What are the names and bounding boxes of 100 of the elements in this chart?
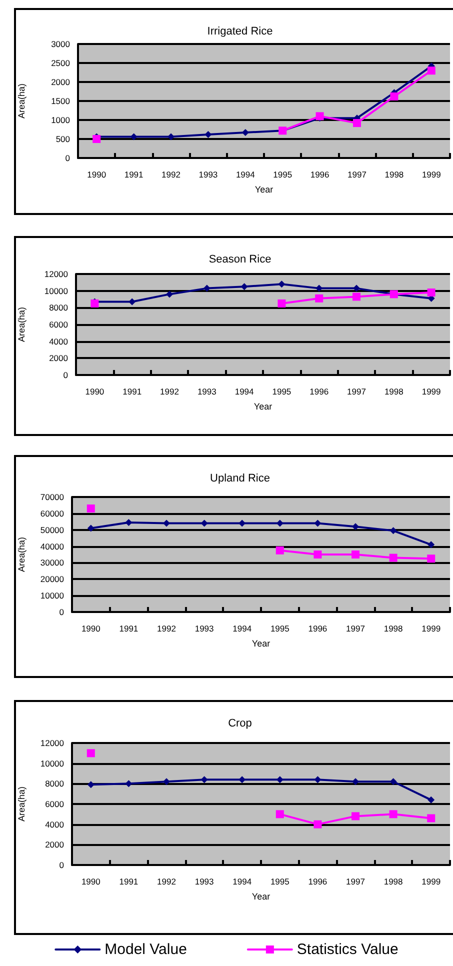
x-tick-label: 1991 (122, 386, 142, 396)
chart-title: Upland Rice (210, 472, 270, 484)
x-tick-label: 1990 (87, 170, 106, 180)
y-tick-label: 20000 (40, 574, 64, 584)
x-tick-label: 1999 (422, 386, 442, 396)
y-tick-label: 2000 (51, 77, 70, 87)
x-tick-label: 1997 (346, 624, 366, 634)
y-tick-label: 1000 (51, 115, 70, 125)
point (390, 527, 397, 534)
x-tick-label: 1997 (348, 170, 367, 180)
x-tick-label: 1999 (422, 876, 441, 886)
x-tick-label: 1990 (81, 876, 101, 886)
point (389, 810, 398, 818)
point (353, 119, 361, 128)
y-axis-title: Area(ha) (16, 83, 26, 119)
x-tick-label: 1998 (384, 386, 404, 396)
x-tick-label: 1990 (81, 624, 101, 634)
point (200, 776, 208, 784)
chart-title: Season Rice (208, 254, 272, 266)
point (353, 284, 360, 292)
point (204, 130, 212, 138)
x-tick-label: 1991 (119, 624, 138, 634)
y-tick-label: 6000 (45, 799, 64, 809)
y-tick-label: 2000 (49, 353, 68, 364)
point (315, 294, 324, 302)
point (92, 135, 101, 143)
point (86, 504, 95, 512)
x-tick-label: 1990 (85, 386, 104, 396)
x-tick-label: 1995 (270, 876, 290, 886)
point (238, 520, 246, 527)
y-tick-label: 70000 (40, 492, 64, 502)
point (87, 781, 94, 788)
x-tick-label: 1995 (273, 170, 292, 180)
x-axis-title: Year (254, 402, 272, 412)
y-tick-label: 2000 (45, 840, 64, 850)
point (427, 554, 436, 563)
x-tick-label: 1999 (422, 170, 442, 180)
point (314, 776, 322, 784)
x-tick-label: 1993 (197, 386, 217, 396)
point (242, 129, 249, 136)
y-tick-label: 0 (59, 860, 64, 870)
y-tick-label: 0 (63, 370, 68, 380)
y-tick-label: 50000 (40, 524, 64, 535)
point (278, 299, 286, 308)
point (352, 292, 360, 301)
point (276, 546, 284, 554)
x-tick-label: 1991 (124, 170, 144, 180)
point (130, 133, 138, 140)
y-tick-label: 3000 (51, 39, 70, 49)
point (240, 283, 248, 290)
point (168, 133, 174, 140)
x-tick-label: 1994 (232, 624, 252, 634)
point (203, 284, 210, 292)
legend-label: Statistics Value (296, 941, 398, 958)
y-tick-label: 10000 (40, 590, 64, 601)
y-tick-label: 30000 (40, 558, 64, 568)
point (428, 796, 435, 804)
legend-label: Model Value (104, 941, 187, 958)
point (316, 112, 324, 120)
x-axis-title: Year (254, 184, 274, 194)
x-tick-label: 1994 (234, 386, 254, 396)
point (163, 778, 170, 786)
y-axis-title: Area(ha) (16, 786, 26, 822)
point (352, 778, 359, 786)
point (128, 298, 136, 306)
point (238, 776, 246, 784)
point (352, 812, 360, 820)
point (276, 810, 284, 818)
x-tick-label: 1992 (162, 170, 181, 180)
y-axis-title: Area(ha) (16, 536, 26, 572)
y-axis-title: Area(ha) (16, 306, 26, 342)
x-tick-label: 1998 (384, 170, 404, 180)
point (86, 749, 95, 758)
x-tick-label: 1993 (194, 624, 214, 634)
y-tick-label: 12000 (44, 269, 68, 279)
x-tick-label: 1994 (232, 876, 252, 886)
x-tick-label: 1992 (157, 624, 176, 634)
point (389, 554, 398, 562)
point (276, 776, 284, 784)
x-tick-label: 1992 (157, 876, 176, 886)
point (352, 523, 359, 530)
y-tick-label: 4000 (49, 336, 68, 346)
y-tick-label: 60000 (40, 508, 64, 518)
point (390, 778, 397, 786)
x-tick-label: 1997 (347, 386, 366, 396)
point (278, 280, 286, 288)
point (200, 520, 208, 527)
y-tick-label: 500 (56, 134, 70, 144)
y-tick-label: 2500 (51, 58, 70, 68)
x-tick-label: 1996 (308, 624, 328, 634)
point (314, 820, 322, 828)
y-tick-label: 0 (65, 153, 70, 163)
y-tick-label: 8000 (49, 302, 68, 313)
point (87, 524, 94, 532)
x-tick-label: 1991 (119, 876, 138, 886)
x-tick-label: 1993 (198, 170, 218, 180)
point (316, 284, 323, 292)
y-tick-label: 12000 (40, 738, 64, 748)
x-tick-label: 1996 (310, 386, 329, 396)
point (163, 520, 170, 527)
